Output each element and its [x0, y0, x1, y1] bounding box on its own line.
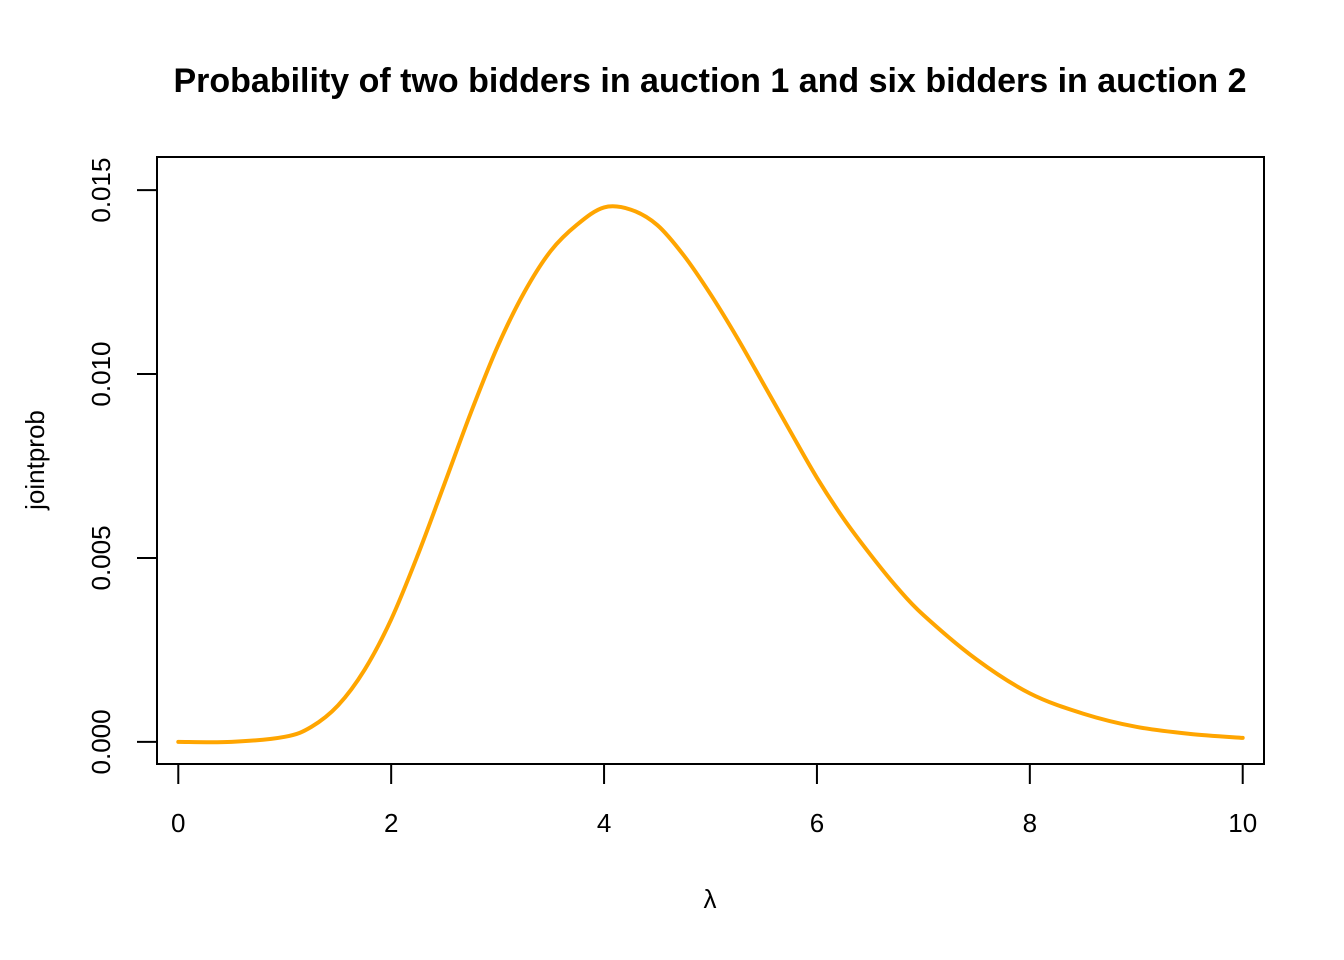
series-layer: [176, 204, 1245, 745]
chart-title: Probability of two bidders in auction 1 …: [173, 62, 1246, 100]
x-axis-label: λ: [704, 884, 717, 914]
x-tick-label: 4: [597, 808, 611, 838]
x-axis: 0 2 4 6 8 10: [171, 763, 1257, 838]
y-tick-label: 0.005: [86, 525, 116, 590]
y-tick-label: 0.015: [86, 158, 116, 223]
y-tick-label: 0.010: [86, 342, 116, 407]
x-tick-label: 0: [171, 808, 185, 838]
plot-frame: [156, 156, 1265, 765]
x-tick-label: 8: [1023, 808, 1037, 838]
y-axis-label: jointprob: [20, 410, 50, 511]
series-line-0: [176, 204, 1245, 745]
x-tick-label: 2: [384, 808, 398, 838]
y-axis: 0.000 0.005 0.010 0.015: [86, 158, 158, 774]
x-tick-label: 6: [810, 808, 824, 838]
y-tick-label: 0.000: [86, 709, 116, 774]
x-tick-label: 10: [1228, 808, 1257, 838]
